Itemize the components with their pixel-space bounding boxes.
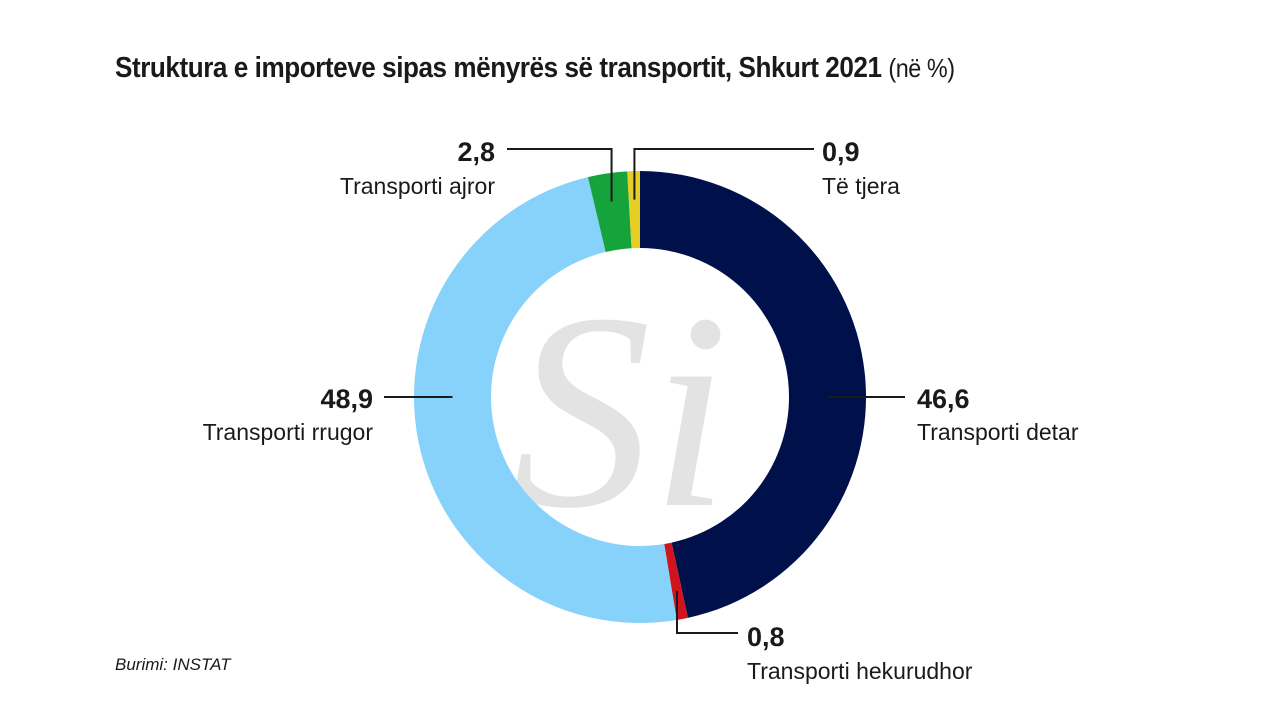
source-note: Burimi: INSTAT xyxy=(115,655,231,674)
chart-unit: (në %) xyxy=(888,53,955,83)
category-label-transporti-ajror: Transporti ajror xyxy=(340,173,495,199)
leader-transporti-ajror xyxy=(507,148,613,202)
slice-transporti-ajror xyxy=(587,171,632,253)
slice-transporti-hekurudhor xyxy=(664,542,688,620)
value-label-te-tjera: 0,9 xyxy=(822,137,860,167)
slice-transporti-rrugor xyxy=(414,177,677,623)
value-label-transporti-rrugor: 48,9 xyxy=(320,384,373,414)
slice-transporti-detar xyxy=(640,171,867,618)
category-label-transporti-rrugor: Transporti rrugor xyxy=(203,419,374,445)
leader-transporti-hekurudhor xyxy=(676,591,738,634)
category-label-te-tjera: Të tjera xyxy=(822,173,900,199)
category-label-transporti-hekurudhor: Transporti hekurudhor xyxy=(747,658,973,684)
chart-title-text: Struktura e importeve sipas mënyrës së t… xyxy=(115,52,882,84)
donut-slices xyxy=(414,171,867,623)
chart-title: Struktura e importeve sipas mënyrës së t… xyxy=(115,52,955,85)
value-label-transporti-hekurudhor: 0,8 xyxy=(747,622,785,652)
slice-te-tjera xyxy=(627,171,640,249)
value-label-transporti-detar: 46,6 xyxy=(917,384,970,414)
value-label-transporti-ajror: 2,8 xyxy=(457,137,495,167)
slice-labels: 46,6 Transporti detar 0,8 Transporti hekuru… xyxy=(203,137,1079,684)
category-label-transporti-detar: Transporti detar xyxy=(917,419,1079,445)
leader-te-tjera xyxy=(633,148,814,200)
leader-lines xyxy=(384,148,905,634)
